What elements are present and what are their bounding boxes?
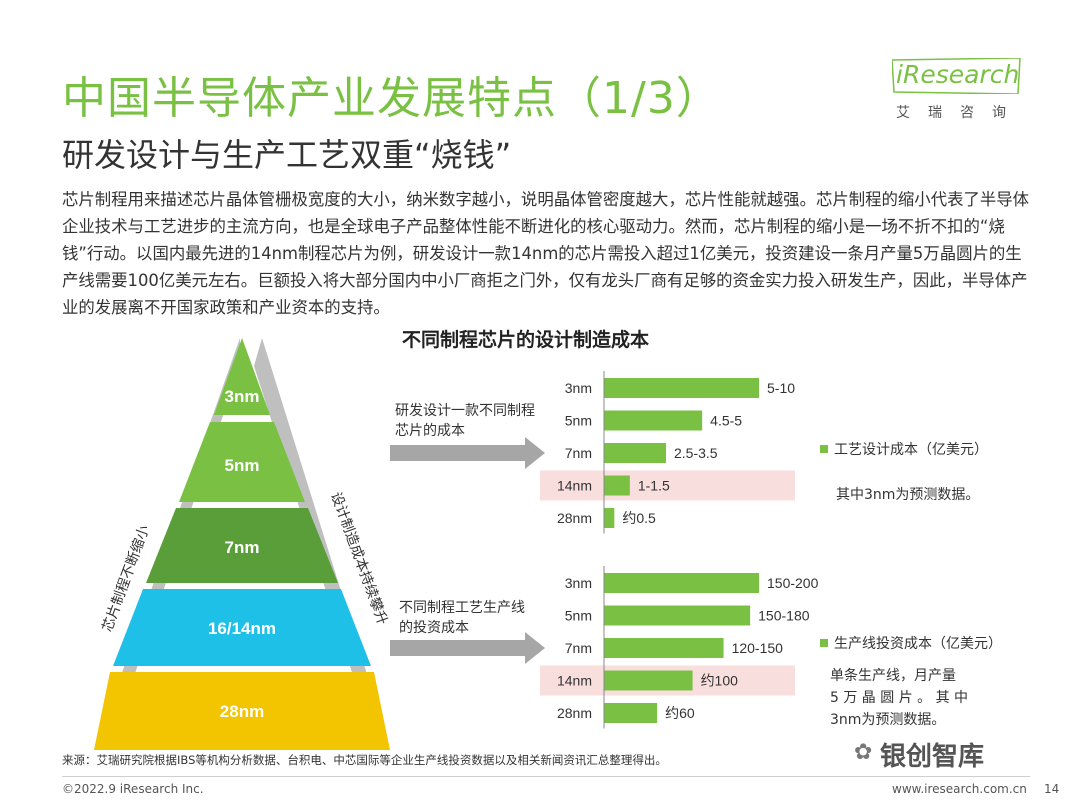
page-number: 14 bbox=[1044, 782, 1060, 796]
chart-note: 其中3nm为预测数据。 bbox=[836, 487, 979, 503]
legend-swatch bbox=[820, 445, 828, 453]
category-label: 28nm bbox=[557, 510, 592, 526]
footer-url[interactable]: www.iresearch.com.cn bbox=[892, 782, 1027, 796]
pyramid-level-28nm bbox=[94, 672, 390, 750]
chart-note-line: 3nm为预测数据。 bbox=[830, 712, 945, 728]
line-arrow-shape bbox=[390, 632, 545, 664]
pyramid-level-16-14nm bbox=[113, 589, 371, 666]
logo-brand-cn: 艾瑞咨询 bbox=[896, 105, 1024, 121]
bar-28nm bbox=[604, 703, 658, 723]
bar-5nm bbox=[604, 605, 751, 626]
pyramid-level-7nm bbox=[146, 508, 338, 583]
pyramid-level-3nm bbox=[214, 338, 270, 415]
footer-divider bbox=[62, 776, 1030, 777]
chart-title: 不同制程芯片的设计制造成本 bbox=[402, 329, 650, 351]
value-label: 150-180 bbox=[758, 608, 810, 624]
pyramid-label-3nm: 3nm bbox=[225, 387, 260, 406]
bar-7nm bbox=[604, 443, 666, 463]
value-label: 约100 bbox=[701, 673, 739, 689]
copyright: ©2022.9 iResearch Inc. bbox=[62, 782, 204, 796]
category-label: 3nm bbox=[565, 380, 592, 396]
value-label: 约0.5 bbox=[622, 510, 656, 526]
legend-swatch bbox=[820, 639, 828, 647]
page-subtitle: 研发设计与生产工艺双重“烧钱” bbox=[62, 136, 512, 174]
logo-badge-shape bbox=[892, 58, 1021, 94]
wechat-icon: ✿ bbox=[854, 740, 873, 765]
category-label: 7nm bbox=[565, 640, 592, 656]
category-label: 28nm bbox=[557, 705, 592, 721]
value-label: 120-150 bbox=[732, 640, 784, 656]
watermark: 银创智库 bbox=[880, 742, 985, 772]
highlight-band-0 bbox=[540, 470, 795, 501]
category-label: 7nm bbox=[565, 445, 592, 461]
bar-14nm bbox=[604, 670, 693, 691]
logo-brand: iResearch bbox=[896, 60, 1020, 89]
bar-3nm bbox=[604, 378, 759, 398]
category-label: 3nm bbox=[565, 575, 592, 591]
line-cost-arrow: 不同制程工艺生产线 的投资成本 bbox=[390, 600, 545, 664]
bar-3nm bbox=[604, 573, 759, 593]
category-label: 5nm bbox=[565, 413, 592, 429]
value-label: 1-1.5 bbox=[638, 478, 670, 494]
value-label: 约60 bbox=[665, 705, 695, 721]
value-label: 2.5-3.5 bbox=[674, 445, 718, 461]
value-label: 150-200 bbox=[767, 575, 819, 591]
bar-28nm bbox=[604, 508, 615, 528]
category-label: 14nm bbox=[557, 673, 592, 689]
design-arrow-label-line2: 芯片的成本 bbox=[395, 423, 465, 439]
category-label: 14nm bbox=[557, 478, 592, 494]
category-label: 5nm bbox=[565, 608, 592, 624]
design-cost-arrow: 研发设计一款不同制程 芯片的成本 bbox=[390, 403, 545, 469]
page-title: 中国半导体产业发展特点（1/3） bbox=[62, 73, 721, 124]
line-arrow-label-line1: 不同制程工艺生产线 bbox=[399, 600, 525, 616]
value-label: 4.5-5 bbox=[710, 413, 742, 429]
pyramid-level-5nm bbox=[179, 422, 305, 502]
chart-note-line: 5 万 晶 圆 片 。 其 中 bbox=[830, 690, 968, 706]
source-note: 来源：艾瑞研究院根据IBS等机构分析数据、台积电、中芯国际等企业生产线投资数据以… bbox=[62, 753, 667, 767]
pyramid-label-5nm: 5nm bbox=[225, 456, 260, 475]
bar-14nm bbox=[604, 475, 630, 496]
chart-note-line: 单条生产线，月产量 bbox=[830, 667, 956, 684]
value-label: 5-10 bbox=[767, 380, 795, 396]
process-pyramid: 3nm 5nm 7nm 16/14nm 28nm 芯片制程不断缩小 设计制造成本… bbox=[94, 338, 390, 750]
cost-bar-charts: 3nm 5-10 5nm 4.5-5 7nm 2.5-3.5 14nm 1-1.5 28nm 约0… bbox=[540, 371, 1002, 729]
line-arrow-label-line2: 的投资成本 bbox=[399, 620, 469, 636]
bar-5nm bbox=[604, 410, 703, 431]
design-arrow-label-line1: 研发设计一款不同制程 bbox=[395, 403, 535, 419]
design-arrow-shape bbox=[390, 437, 545, 469]
iresearch-logo: iResearch 艾瑞咨询 bbox=[892, 58, 1032, 128]
pyramid-label-7nm: 7nm bbox=[225, 538, 260, 557]
pyramid-label-16-14nm: 16/14nm bbox=[208, 619, 276, 638]
bar-7nm bbox=[604, 638, 724, 658]
legend-label: 生产线投资成本（亿美元） bbox=[834, 636, 1002, 652]
pyramid-label-28nm: 28nm bbox=[220, 702, 264, 721]
body-paragraph: 芯片制程用来描述芯片晶体管栅极宽度的大小，纳米数字越小，说明晶体管密度越大，芯片… bbox=[62, 190, 1030, 317]
legend-label: 工艺设计成本（亿美元） bbox=[834, 442, 988, 458]
